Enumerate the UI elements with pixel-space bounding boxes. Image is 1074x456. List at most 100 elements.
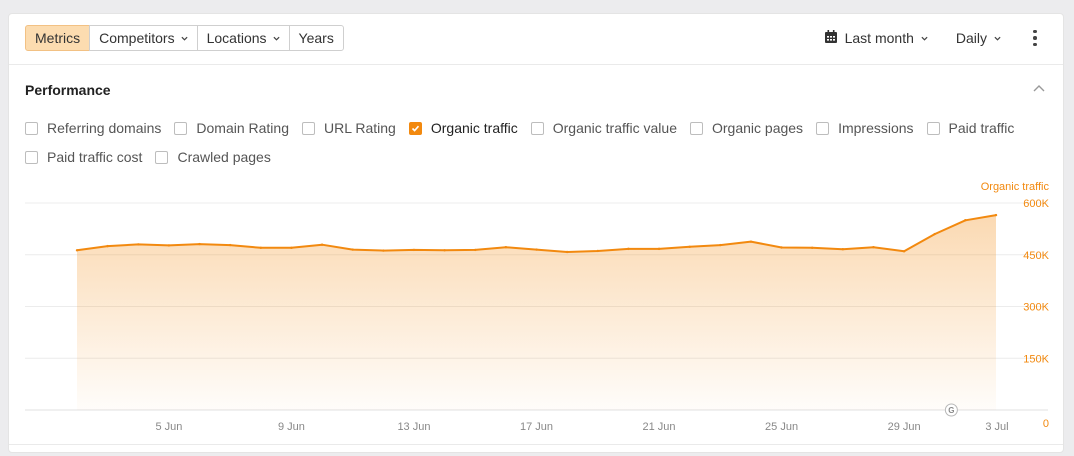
checkbox-label: Organic traffic value (552, 120, 677, 136)
x-tick-label: 13 Jun (397, 421, 430, 433)
date-range-dropdown[interactable]: Last month (824, 29, 928, 47)
checkbox-row: Paid traffic cost Crawled pages (25, 146, 1055, 168)
checkbox-empty-icon (816, 121, 830, 135)
checkbox-empty-icon (174, 121, 188, 135)
data-point (382, 249, 385, 252)
data-point (75, 249, 79, 252)
y-tick-label: 450K (1023, 250, 1049, 262)
checkbox-label: Organic traffic (430, 120, 518, 136)
google-update-icon (944, 403, 958, 417)
data-point (137, 243, 140, 246)
checkbox-impressions[interactable]: Impressions (816, 120, 914, 136)
chevron-down-icon (994, 36, 1001, 41)
data-point (872, 245, 875, 249)
tab-label: Locations (206, 30, 267, 46)
performance-card: Metrics Competitors Locations Years Last mo… (8, 13, 1064, 453)
view-tabs: Metrics Competitors Locations Years (25, 25, 344, 51)
data-point (565, 250, 569, 254)
checkbox-url-rating[interactable]: URL Rating (302, 120, 396, 136)
traffic-chart: 0 150K 300K 450K 600K Organic traffic 5 Jun 9 J… (25, 181, 1050, 433)
checkbox-label: Crawled pages (177, 149, 271, 165)
checkbox-label: Paid traffic (948, 120, 1015, 136)
data-point (535, 248, 538, 251)
checkbox-label: URL Rating (324, 120, 396, 136)
more-vertical-icon[interactable] (1027, 28, 1043, 48)
checkbox-label: Impressions (838, 120, 914, 136)
chevron-up-icon[interactable] (1033, 84, 1045, 92)
checkbox-domain-rating[interactable]: Domain Rating (174, 120, 289, 136)
tab-locations[interactable]: Locations (196, 25, 290, 51)
checkbox-label: Organic pages (712, 120, 804, 136)
data-point (902, 250, 906, 253)
y-tick-label: 300K (1023, 302, 1049, 314)
checkbox-organic-pages[interactable]: Organic pages (690, 120, 803, 136)
data-point (627, 247, 630, 251)
data-point (443, 249, 446, 252)
metric-checkboxes: Referring domains Domain Rating URL Rating… (25, 117, 1055, 175)
data-point (719, 243, 722, 247)
date-range-label: Last month (844, 30, 914, 46)
y-tick-label: 600K (1023, 198, 1049, 210)
x-tick-label: 25 Jun (765, 421, 798, 433)
tab-years[interactable]: Years (288, 25, 344, 51)
checkbox-label: Referring domains (47, 120, 162, 136)
data-point (290, 246, 293, 250)
checkbox-checked-icon (408, 121, 422, 135)
data-point (811, 246, 814, 250)
data-point (474, 248, 477, 252)
y-axis-title: Organic traffic (981, 181, 1050, 193)
data-point (749, 240, 753, 243)
data-point (228, 243, 232, 247)
x-tick-label: 29 Jun (888, 421, 921, 433)
right-tools: Last month Daily (796, 25, 1043, 51)
series-area (77, 215, 996, 410)
checkbox-paid-traffic-cost[interactable]: Paid traffic cost (25, 149, 142, 165)
data-point (780, 246, 783, 249)
granularity-dropdown[interactable]: Daily (956, 30, 1001, 46)
data-point (596, 249, 599, 253)
tab-label: Years (298, 30, 334, 46)
checkbox-label: Domain Rating (196, 120, 289, 136)
checkbox-empty-icon (25, 121, 38, 135)
data-point (504, 245, 508, 249)
x-tick-label: 3 Jul (985, 421, 1008, 433)
checkbox-organic-traffic-value[interactable]: Organic traffic value (530, 120, 677, 136)
checkbox-label: Paid traffic cost (47, 149, 143, 165)
checkbox-crawled-pages[interactable]: Crawled pages (155, 149, 271, 165)
checkbox-paid-traffic[interactable]: Paid traffic (926, 120, 1015, 136)
divider (9, 444, 1063, 445)
checkbox-row: Referring domains Domain Rating URL Rating… (25, 117, 1055, 139)
data-point (320, 243, 324, 246)
x-tick-label: 21 Jun (643, 421, 676, 433)
granularity-label: Daily (955, 30, 987, 46)
data-point (259, 246, 262, 250)
section-title: Performance (25, 82, 111, 98)
checkbox-referring-domains[interactable]: Referring domains (25, 120, 161, 136)
checkbox-organic-traffic[interactable]: Organic traffic (408, 120, 518, 136)
x-tick-label: 9 Jun (278, 421, 305, 433)
data-point (106, 244, 109, 248)
tab-metrics[interactable]: Metrics (25, 25, 91, 51)
checkbox-empty-icon (926, 121, 940, 135)
checkbox-empty-icon (155, 150, 169, 164)
toolbar: Metrics Competitors Locations Years Last mo… (9, 14, 1063, 65)
tab-competitors[interactable]: Competitors (89, 25, 198, 51)
data-point (841, 248, 845, 251)
checkbox-empty-icon (302, 121, 315, 135)
tab-label: Competitors (99, 30, 175, 46)
checkbox-empty-icon (25, 150, 38, 164)
y-tick-label: 0 (1043, 418, 1049, 430)
x-tick-label: 5 Jun (155, 421, 182, 433)
data-point (657, 247, 661, 251)
marker-label: G (948, 406, 954, 415)
checkbox-empty-icon (690, 121, 703, 135)
data-point (933, 232, 936, 236)
data-point (688, 245, 691, 249)
x-tick-label: 17 Jun (520, 421, 553, 433)
y-tick-label: 150K (1023, 353, 1049, 365)
data-point (167, 244, 171, 247)
data-point (351, 248, 354, 251)
calendar-icon (824, 29, 838, 47)
data-point (198, 242, 201, 246)
chevron-down-icon (921, 36, 928, 41)
